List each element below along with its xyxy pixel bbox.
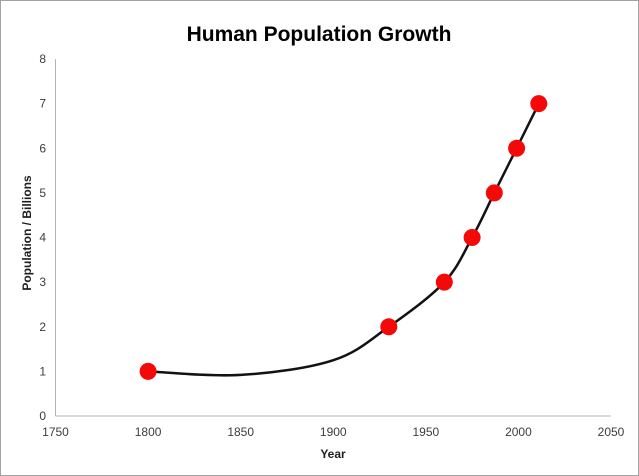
x-tick-1750: 1750 — [42, 425, 69, 439]
x-tick-1800: 1800 — [135, 425, 162, 439]
y-tick-2: 2 — [39, 320, 46, 334]
y-tick-1: 1 — [39, 364, 46, 378]
y-tick-8: 8 — [39, 52, 46, 66]
y-tick-4: 4 — [39, 231, 46, 245]
trend-curve — [146, 102, 541, 377]
x-axis-tick-labels: 1750 1800 1850 1900 1950 2000 2050 — [42, 425, 625, 439]
data-point-markers — [139, 95, 548, 380]
y-axis-title: Population / Billions — [20, 175, 34, 291]
y-tick-7: 7 — [39, 97, 46, 111]
data-point-1960 — [435, 273, 453, 291]
x-tick-1950: 1950 — [412, 425, 439, 439]
x-axis-title: Year — [320, 447, 346, 461]
data-point-1987 — [485, 184, 503, 202]
y-axis-tick-labels: 0 1 2 3 4 5 6 7 8 — [39, 52, 46, 423]
data-point-2011 — [530, 95, 548, 113]
x-tick-1850: 1850 — [227, 425, 254, 439]
y-tick-5: 5 — [39, 186, 46, 200]
chart-title: Human Population Growth — [187, 23, 452, 46]
x-tick-2000: 2000 — [505, 425, 532, 439]
x-tick-1900: 1900 — [320, 425, 347, 439]
axis-lines — [55, 59, 611, 417]
data-point-1999 — [508, 139, 526, 157]
x-tick-2050: 2050 — [598, 425, 625, 439]
data-point-1975 — [463, 229, 481, 246]
data-point-1930 — [380, 318, 398, 336]
y-tick-6: 6 — [39, 141, 46, 155]
data-point-1800 — [139, 362, 157, 380]
y-tick-3: 3 — [39, 275, 46, 289]
y-tick-0: 0 — [39, 409, 46, 423]
